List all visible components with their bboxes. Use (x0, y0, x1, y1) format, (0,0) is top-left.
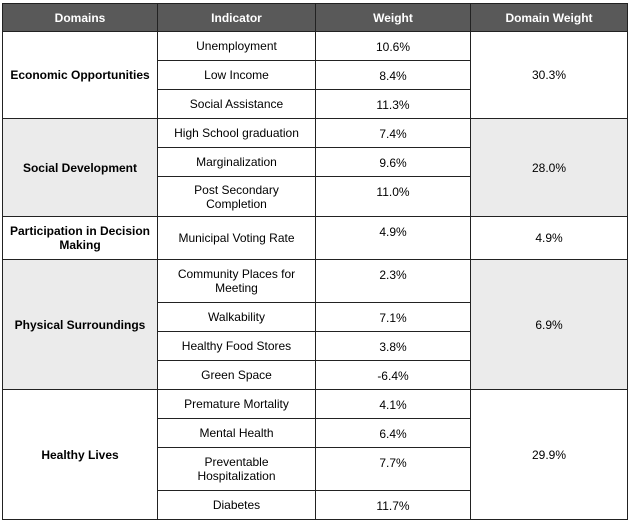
indicator-cell: Premature Mortality (157, 389, 316, 419)
header-domains: Domains (2, 3, 158, 32)
indicator-cell: Healthy Food Stores (157, 331, 316, 361)
indicator-cell: High School graduation (157, 118, 316, 148)
indicator-cell: Marginalization (157, 147, 316, 177)
weight-cell: 3.8% (315, 331, 471, 361)
indicator-cell: Green Space (157, 360, 316, 390)
header-row: Domains Indicator Weight Domain Weight (2, 3, 628, 32)
domain-weight-cell: 30.3% (470, 31, 628, 119)
domain-cell: Physical Surroundings (2, 259, 158, 390)
table-row: Post Secondary Completion 11.0% (3, 176, 628, 217)
header-weight: Weight (315, 3, 471, 32)
indicator-cell: Social Assistance (157, 89, 316, 119)
indicator-cell: Unemployment (157, 31, 316, 61)
indicator-cell: Community Places for Meeting (157, 259, 316, 303)
domain-cell: Social Development (2, 118, 158, 217)
domain-weight-cell: 29.9% (470, 389, 628, 520)
domain-cell: Participation in Decision Making (2, 216, 158, 260)
weight-cell: -6.4% (315, 360, 471, 390)
header-domain-weight: Domain Weight (470, 3, 628, 32)
weight-cell: 8.4% (315, 60, 471, 90)
indicator-cell: Post Secondary Completion (157, 176, 316, 217)
weight-cell: 10.6% (315, 31, 471, 61)
domain-weights-table: Domains Indicator Weight Domain Weight E… (2, 3, 628, 520)
weight-cell: 6.4% (315, 418, 471, 448)
domain-weight-cell: 28.0% (470, 118, 628, 217)
table-row: Healthy Food Stores 3.8% (3, 331, 628, 361)
table-row: Preventable Hospitalization 7.7% (3, 447, 628, 491)
weight-cell: 7.4% (315, 118, 471, 148)
table-row: Economic Opportunities Unemployment 10.6% 3… (2, 31, 628, 119)
table-body: Economic Opportunities Unemployment 10.6% 3… (2, 31, 628, 520)
table-row: Social Assistance 11.3% (3, 89, 628, 119)
domain-weight-cell: 4.9% (470, 216, 628, 260)
table-row: Low Income 8.4% (3, 60, 628, 90)
table-row: Mental Health 6.4% (3, 418, 628, 448)
domain-weight-cell: 6.9% (470, 259, 628, 390)
domain-cell: Economic Opportunities (2, 31, 158, 119)
table-row: Healthy Lives Premature Mortality 4.1% 29.9… (2, 389, 628, 520)
weight-cell: 11.7% (315, 490, 471, 520)
weight-cell: 7.1% (315, 302, 471, 332)
indicator-cell: Low Income (157, 60, 316, 90)
table-row: Social Development High School graduation… (2, 118, 628, 217)
indicator-cell: Mental Health (157, 418, 316, 448)
table-row: Physical Surroundings Community Places fo… (2, 259, 628, 390)
table-row: Marginalization 9.6% (3, 147, 628, 177)
weight-cell: 9.6% (315, 147, 471, 177)
weight-cell: 4.1% (315, 389, 471, 419)
table-row: Diabetes 11.7% (3, 490, 628, 520)
indicator-cell: Municipal Voting Rate (157, 216, 316, 260)
weight-cell: 11.3% (315, 89, 471, 119)
header-indicator: Indicator (157, 3, 316, 32)
weight-cell: 2.3% (315, 259, 471, 303)
indicator-cell: Preventable Hospitalization (157, 447, 316, 491)
indicator-cell: Walkability (157, 302, 316, 332)
weight-cell: 7.7% (315, 447, 471, 491)
table-row: Participation in Decision Making Municipa… (2, 216, 628, 260)
domain-cell: Healthy Lives (2, 389, 158, 520)
weight-cell: 4.9% (315, 216, 471, 260)
indicator-cell: Diabetes (157, 490, 316, 520)
weight-cell: 11.0% (315, 176, 471, 217)
